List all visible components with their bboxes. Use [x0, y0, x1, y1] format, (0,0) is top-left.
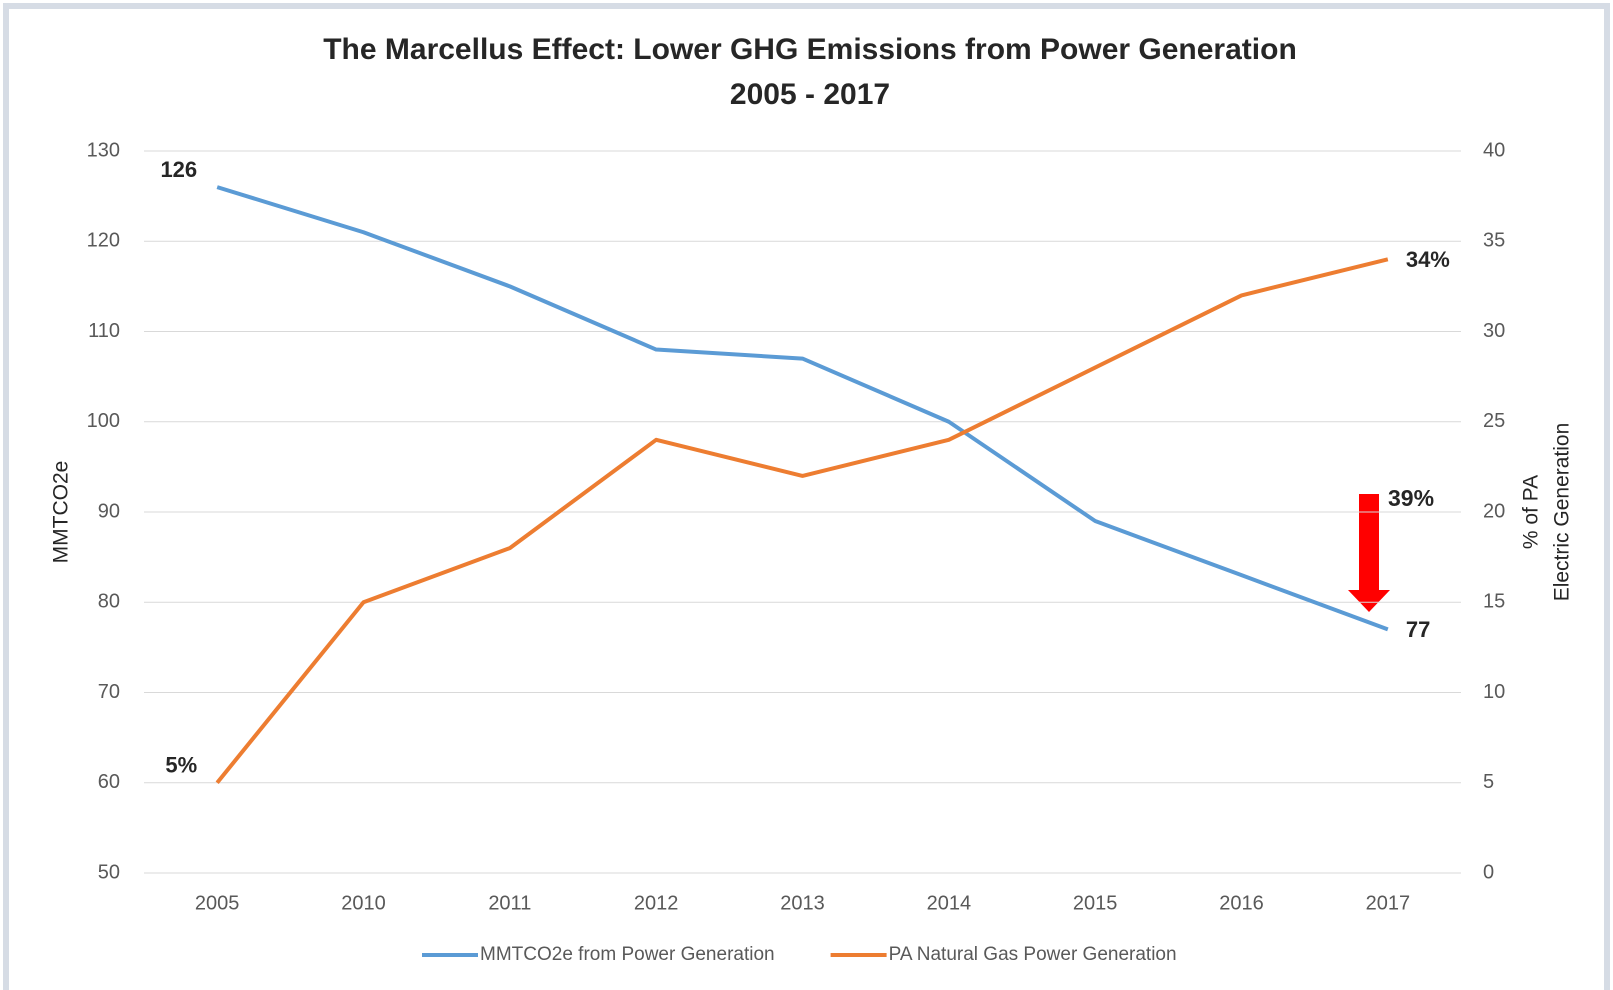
y-tick-label: 60: [98, 771, 120, 793]
chart-title: The Marcellus Effect: Lower GHG Emission…: [323, 33, 1297, 66]
x-tick-label: 2010: [341, 892, 386, 914]
legend-label: MMTCO2e from Power Generation: [480, 944, 775, 965]
y-tick-label: 100: [87, 410, 120, 432]
y2-tick-label: 30: [1483, 320, 1505, 342]
x-tick-label: 2005: [195, 892, 240, 914]
data-label: 5%: [165, 753, 197, 778]
y-tick-label: 70: [98, 681, 120, 703]
y-tick-label: 50: [98, 861, 120, 883]
x-tick-label: 2014: [927, 892, 972, 914]
frame: [3, 3, 1610, 990]
series-line: [216, 185, 1389, 632]
data-label: 126: [160, 157, 197, 182]
arrow-head: [1348, 590, 1390, 612]
data-label: 34%: [1406, 247, 1450, 272]
y-tick-label: 110: [88, 320, 120, 342]
series-line: [215, 257, 1389, 785]
y-tick-label: 120: [87, 230, 120, 252]
x-tick-label: 2012: [634, 892, 679, 914]
x-tick-label: 2013: [780, 892, 825, 914]
y-tick-label: 130: [87, 139, 120, 161]
y2-tick-label: 10: [1483, 681, 1505, 703]
annotation: 39%: [1388, 485, 1434, 511]
chart-subtitle: 2005 - 2017: [730, 78, 890, 111]
x-tick-label: 2015: [1073, 892, 1118, 914]
y2-tick-label: 15: [1483, 591, 1505, 613]
y2-tick-label: 35: [1483, 230, 1505, 252]
x-tick-label: 2016: [1219, 892, 1264, 914]
y2-tick-label: 0: [1483, 861, 1494, 883]
y2-axis-label: Electric Generation: [1551, 423, 1574, 602]
x-tick-label: 2017: [1366, 892, 1411, 914]
y-tick-label: 80: [98, 591, 120, 613]
y2-axis-label: % of PA: [1520, 475, 1543, 549]
x-tick-label: 2011: [488, 892, 531, 914]
y2-tick-label: 20: [1483, 500, 1505, 522]
y2-tick-label: 5: [1483, 771, 1494, 793]
y-axis-label: MMTCO2e: [50, 461, 73, 564]
data-label: 77: [1406, 617, 1430, 642]
y-tick-label: 90: [98, 500, 120, 522]
arrow-shaft: [1359, 494, 1379, 590]
y2-tick-label: 25: [1483, 410, 1505, 432]
y2-tick-label: 40: [1483, 139, 1505, 161]
legend-label: PA Natural Gas Power Generation: [889, 944, 1177, 965]
